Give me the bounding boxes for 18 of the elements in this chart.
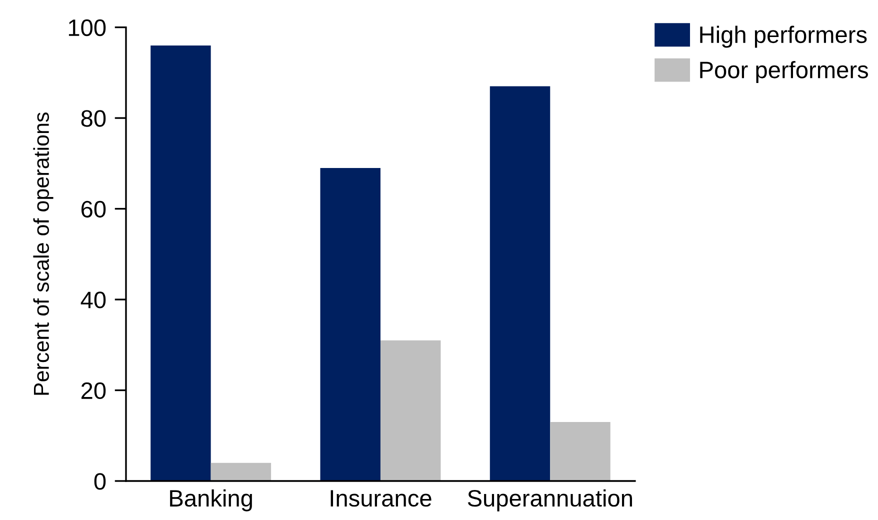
- y-tick-label: 100: [68, 19, 106, 36]
- y-axis-title: Percent of scale of operations: [33, 112, 54, 395]
- y-tick-label: 40: [80, 292, 106, 308]
- x-tick-label: Insurance: [330, 490, 432, 507]
- legend-label: High performers: [700, 26, 867, 48]
- bar: [380, 340, 441, 481]
- bar: [210, 462, 272, 481]
- y-tick-label: 60: [81, 200, 106, 218]
- bar: [490, 86, 550, 481]
- y-tick-label: 80: [81, 110, 106, 127]
- y-tick-label: 20: [81, 382, 106, 400]
- legend-label: Poor performers: [700, 61, 868, 83]
- y-tick-label: 0: [94, 473, 106, 490]
- bar: [150, 45, 211, 481]
- x-tick-label: Banking: [170, 489, 252, 512]
- bar: [550, 422, 610, 481]
- x-tick-label: Superannuation: [468, 489, 632, 512]
- bar: [320, 168, 380, 481]
